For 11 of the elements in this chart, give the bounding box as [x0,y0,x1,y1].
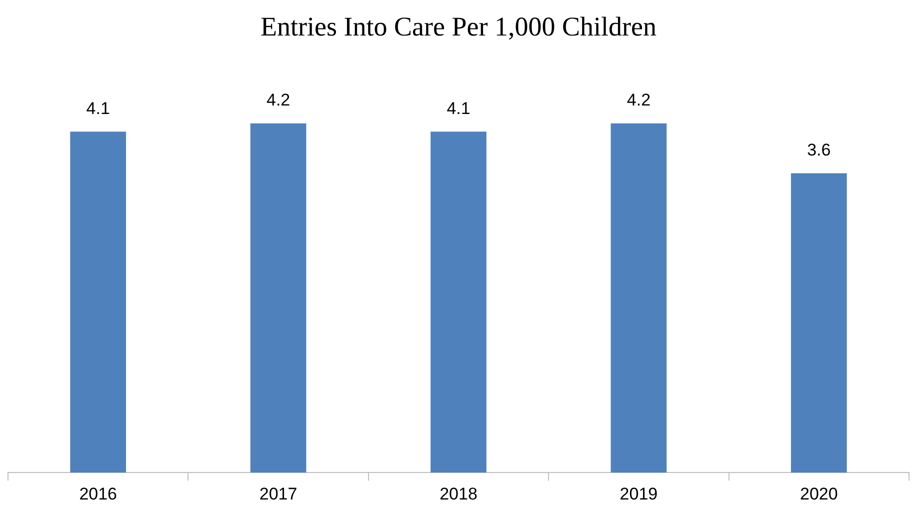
data-label: 4.1 [86,98,110,118]
x-tick-label: 2018 [440,484,478,504]
chart-title: Entries Into Care Per 1,000 Children [260,11,657,42]
data-label: 4.2 [266,90,290,110]
x-tick-label: 2020 [800,484,838,504]
data-label: 4.1 [446,98,470,118]
data-label: 4.2 [626,90,651,110]
x-tick-label: 2019 [620,484,658,504]
x-tick-label: 2017 [259,484,298,504]
data-label: 3.6 [807,140,831,160]
x-tick-label: 2016 [79,484,118,504]
